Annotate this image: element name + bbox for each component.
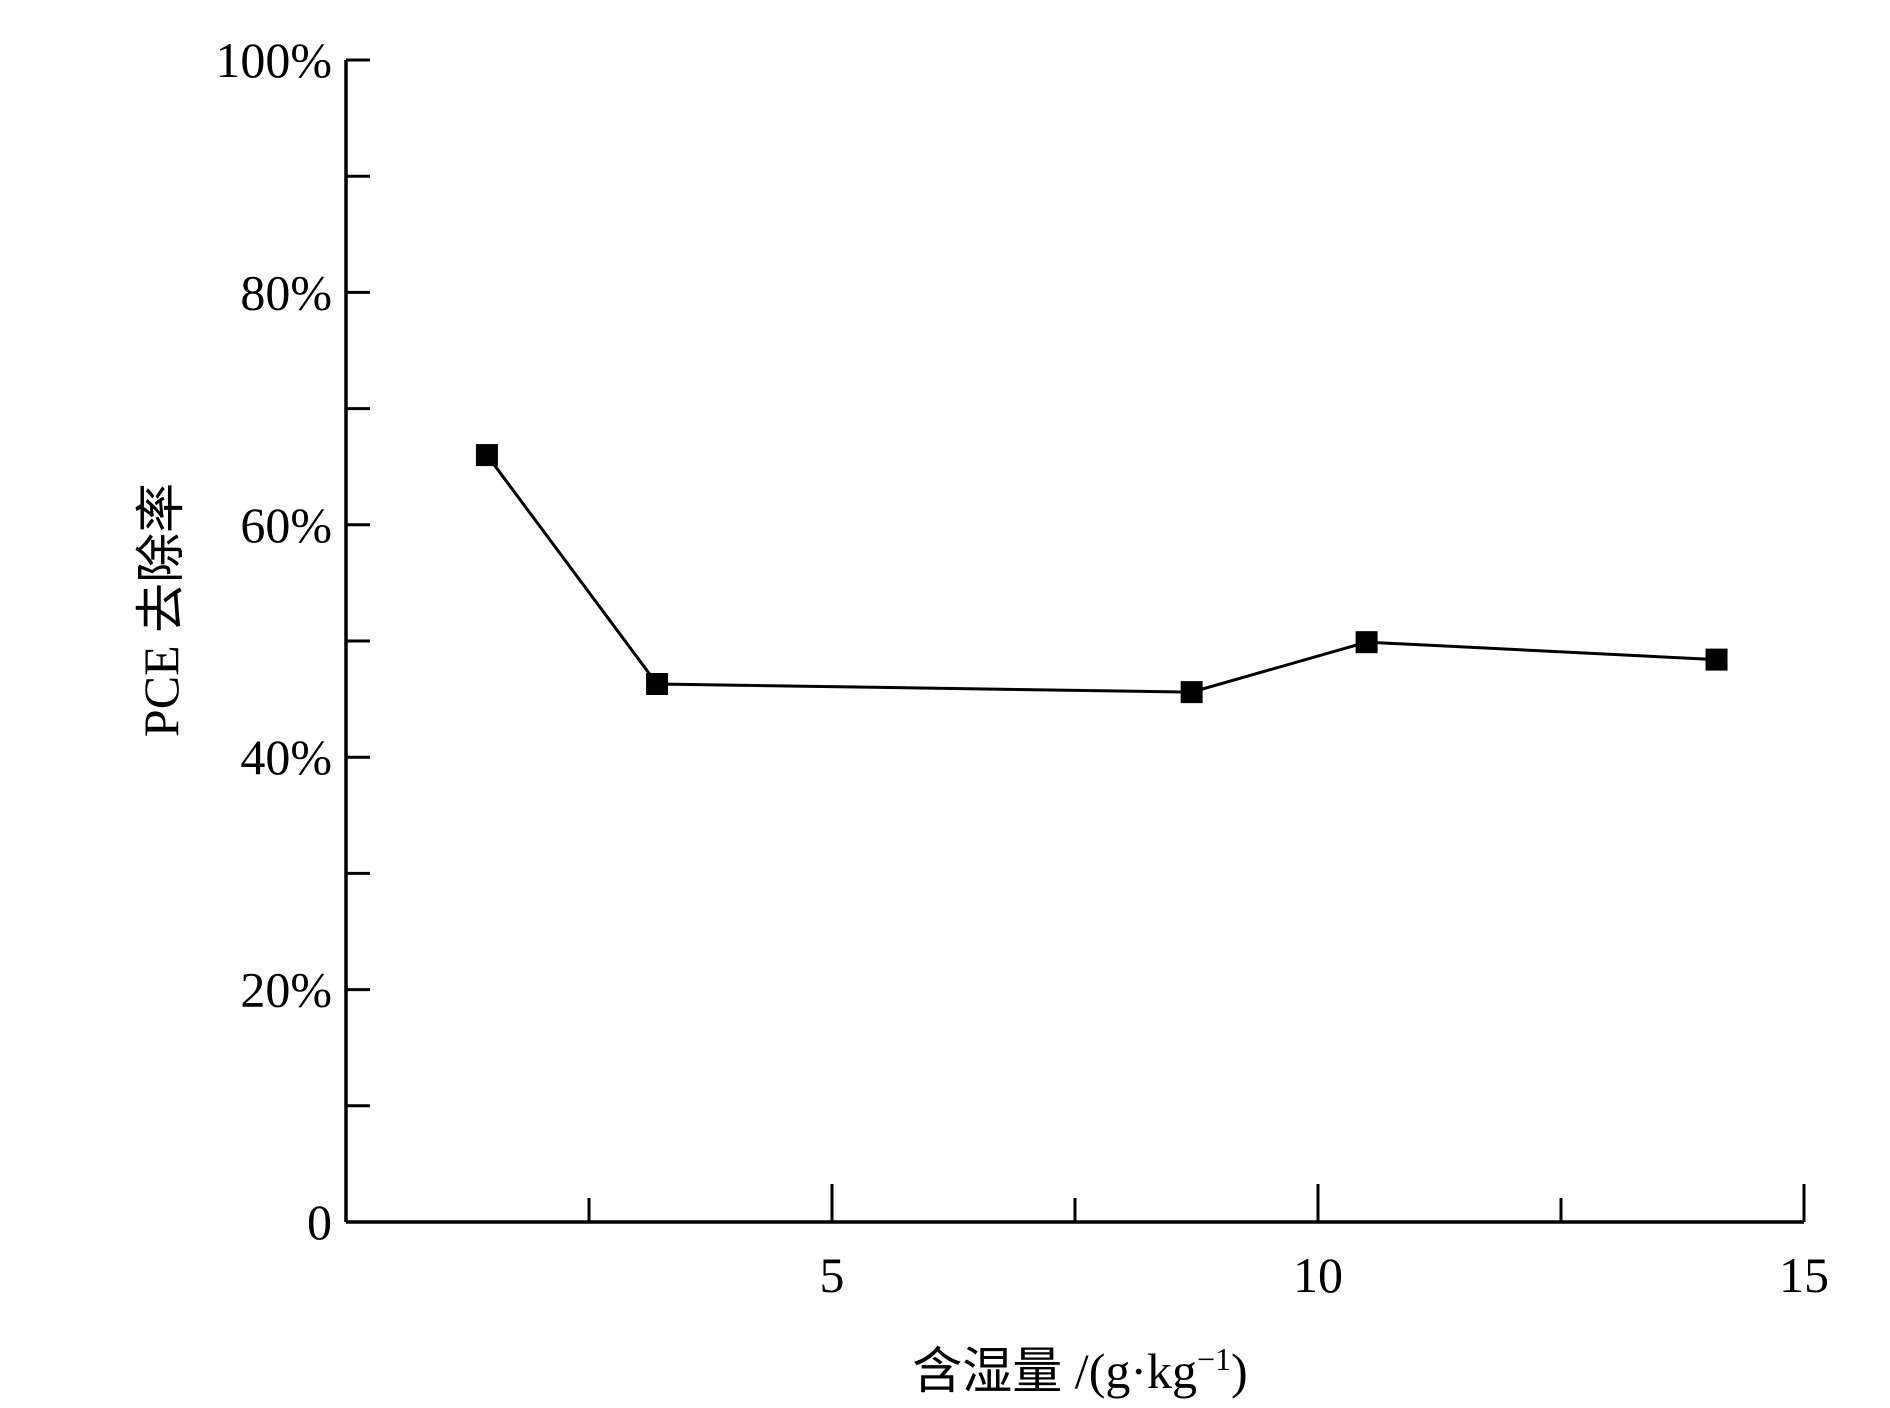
data-point-marker xyxy=(1180,681,1203,704)
y-tick-label: 80% xyxy=(240,264,332,320)
series-line xyxy=(485,454,1717,694)
data-point-marker xyxy=(1355,631,1378,654)
x-axis-title-superscript: −1 xyxy=(1197,1341,1231,1377)
y-tick-label: 20% xyxy=(240,962,332,1018)
data-point-marker xyxy=(1705,648,1728,671)
x-axis-title: 含湿量 /(g·kg−1) xyxy=(912,1341,1247,1399)
x-axis-title-close: ) xyxy=(1231,1343,1248,1399)
y-tick-label: 100% xyxy=(215,32,332,88)
x-axis-title-main: 含湿量 /(g·kg xyxy=(912,1343,1197,1399)
y-tick-label: 0 xyxy=(307,1194,332,1250)
data-point-marker xyxy=(646,672,669,695)
x-tick-label: 15 xyxy=(1779,1247,1829,1303)
x-tick-label: 5 xyxy=(820,1247,845,1303)
data-point-marker xyxy=(475,444,498,467)
y-tick-label: 60% xyxy=(240,497,332,553)
x-tick-label: 10 xyxy=(1293,1247,1343,1303)
y-axis-title: PCE 去除率 xyxy=(133,483,189,737)
series-layer xyxy=(475,444,1728,704)
y-tick-label: 40% xyxy=(240,729,332,785)
axes: 0 20% 40% 60% 80% 100% 5 10 15 xyxy=(215,32,1829,1303)
